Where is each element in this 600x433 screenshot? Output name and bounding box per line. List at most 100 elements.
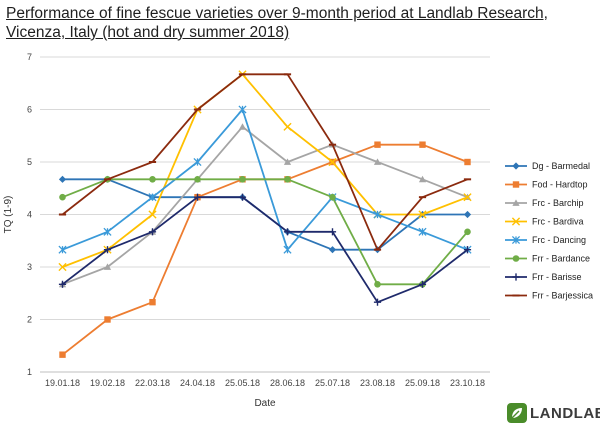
legend-item: Dg - Barmedal <box>505 161 590 171</box>
data-point <box>283 122 292 131</box>
data-point <box>59 193 66 201</box>
data-point <box>238 193 247 201</box>
legend-item: Frr - Barjessica <box>505 291 593 301</box>
x-tick-label: 19.02.18 <box>90 378 125 388</box>
x-tick-label: 25.09.18 <box>405 378 440 388</box>
data-point <box>374 281 381 288</box>
data-point <box>463 193 472 202</box>
data-point <box>328 157 337 167</box>
legend-marker <box>511 235 521 245</box>
data-point <box>329 193 336 201</box>
data-point <box>58 262 67 272</box>
y-tick-label: 1 <box>27 367 32 377</box>
legend-item: Frc - Dancing <box>505 235 586 245</box>
series-line <box>62 178 469 286</box>
legend-item: Fod - Hardtop <box>505 180 588 190</box>
x-tick-label: 28.06.18 <box>270 378 305 388</box>
data-point <box>58 245 67 254</box>
legend-label: Frc - Bardiva <box>532 217 584 227</box>
legend-item: Frr - Barisse <box>505 272 582 282</box>
series-frc-barchip <box>58 123 472 288</box>
legend-item: Frc - Bardiva <box>505 217 584 227</box>
chart-title-line-2: Vicenza, Italy (hot and dry summer 2018) <box>6 24 290 41</box>
data-point <box>283 245 292 254</box>
legend-item: Frc - Barchip <box>505 198 584 208</box>
data-point <box>148 228 157 236</box>
legend-label: Frc - Dancing <box>532 235 586 245</box>
leaf-logo-icon <box>507 403 527 423</box>
chart-title-line-1: Performance of fine fescue varieties ove… <box>6 5 548 22</box>
chart-title: Performance of fine fescue varieties ove… <box>6 4 586 42</box>
series-frr-barjessica <box>58 73 472 251</box>
data-point <box>193 193 202 201</box>
series-frr-barisse <box>58 193 472 306</box>
legend-label: Dg - Barmedal <box>532 161 590 171</box>
x-tick-label: 19.01.18 <box>45 378 80 388</box>
y-tick-labels: 1 2 3 4 5 6 7 <box>27 52 32 377</box>
logo-text: LANDLAB <box>530 405 600 422</box>
series-frr-bardance <box>59 176 471 288</box>
data-point <box>284 176 291 183</box>
legend-label: Frr - Bardance <box>532 254 590 264</box>
data-point <box>238 123 247 130</box>
y-tick-label: 4 <box>27 210 32 220</box>
x-tick-label: 24.04.18 <box>180 378 215 388</box>
data-point <box>103 227 112 236</box>
data-point <box>463 246 472 254</box>
legend-marker <box>512 181 520 188</box>
data-point <box>194 176 201 183</box>
data-point <box>238 105 247 114</box>
data-point <box>283 158 292 165</box>
legend-label: Frc - Barchip <box>532 198 584 208</box>
series-line <box>61 73 468 251</box>
x-tick-label: 25.07.18 <box>315 378 350 388</box>
data-point <box>58 280 67 288</box>
x-axis-label: Date <box>254 398 276 409</box>
data-point <box>59 351 66 358</box>
legend-marker <box>512 255 520 262</box>
y-tick-label: 6 <box>27 105 32 115</box>
data-point <box>463 210 472 219</box>
data-point <box>373 210 382 219</box>
legend-marker <box>511 217 521 226</box>
data-point <box>149 298 156 306</box>
series-line <box>61 196 469 304</box>
data-point <box>464 228 471 236</box>
data-point <box>149 176 156 183</box>
data-point <box>328 228 337 236</box>
series-frc-bardiva <box>58 70 472 272</box>
data-point <box>239 176 246 183</box>
data-point <box>418 210 427 219</box>
series-line <box>62 73 468 268</box>
data-point <box>104 316 111 323</box>
series-line <box>61 143 468 356</box>
y-tick-label: 5 <box>27 157 32 167</box>
data-point <box>103 246 112 254</box>
series-line <box>62 125 468 286</box>
data-point <box>419 141 426 148</box>
legend-label: Frr - Barjessica <box>532 291 593 301</box>
data-point <box>374 141 381 148</box>
data-point <box>373 158 382 165</box>
legend-item: Frr - Bardance <box>505 254 590 264</box>
data-point <box>58 175 67 183</box>
data-point <box>148 210 157 219</box>
legend-marker <box>512 273 520 281</box>
series-group <box>58 70 472 358</box>
legend-label: Frr - Barisse <box>532 272 582 282</box>
data-point <box>418 175 427 183</box>
data-point <box>418 227 427 236</box>
data-point <box>373 298 382 306</box>
data-point <box>283 228 292 236</box>
data-point <box>148 193 157 202</box>
y-tick-label: 7 <box>27 52 32 62</box>
landlab-logo: LANDLAB <box>506 402 600 426</box>
y-axis-label: TQ (1-9) <box>3 196 14 234</box>
x-tick-label: 23.10.18 <box>450 378 485 388</box>
legend-marker <box>512 199 520 206</box>
data-point <box>103 263 112 270</box>
legend-label: Fod - Hardtop <box>532 180 588 190</box>
y-tick-label: 3 <box>27 262 32 272</box>
x-tick-label: 23.08.18 <box>360 378 395 388</box>
